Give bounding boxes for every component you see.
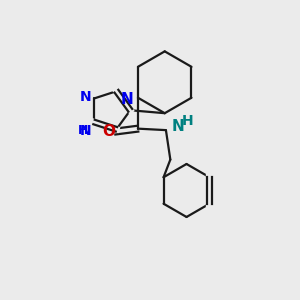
Text: H: H: [182, 114, 194, 128]
Text: N: N: [80, 90, 92, 104]
Text: N: N: [121, 92, 134, 107]
Text: N: N: [171, 119, 184, 134]
Text: O: O: [102, 124, 115, 139]
Text: H: H: [78, 124, 88, 137]
Text: N: N: [80, 124, 92, 138]
